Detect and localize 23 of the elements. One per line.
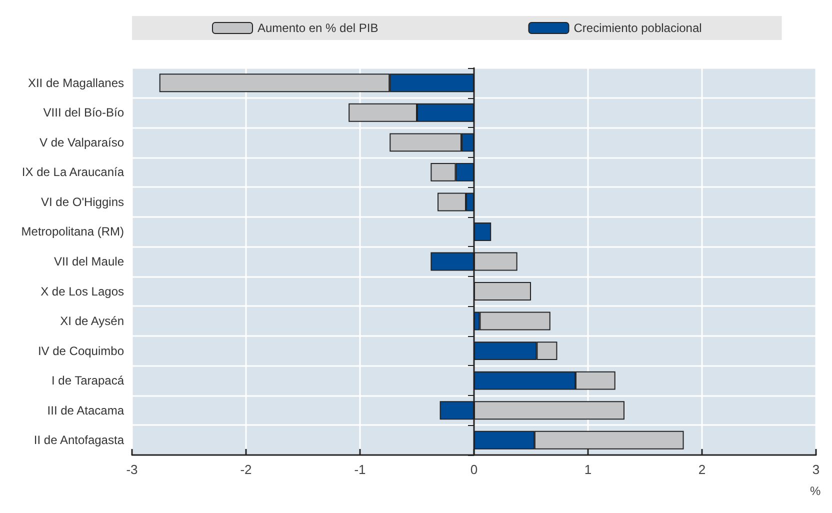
x-tick-label: -1 bbox=[354, 462, 366, 477]
y-tick-label: VIII del Bío-Bío bbox=[43, 106, 124, 120]
x-tick-label: -2 bbox=[240, 462, 252, 477]
y-tick-label: IV de Coquimbo bbox=[38, 344, 124, 358]
y-tick-label: VI de O'Higgins bbox=[41, 194, 124, 209]
legend-label: Crecimiento poblacional bbox=[574, 21, 702, 35]
y-tick-label: II de Antofagasta bbox=[34, 433, 124, 448]
y-tick-label: IX de La Araucanía bbox=[22, 165, 124, 180]
x-axis-title: % bbox=[810, 484, 821, 498]
x-tick-label: 0 bbox=[470, 462, 478, 477]
y-tick-label: III de Atacama bbox=[47, 403, 124, 418]
x-tick-label: 2 bbox=[698, 462, 706, 477]
x-tick-label: 1 bbox=[584, 462, 592, 477]
y-tick-label: VII del Maule bbox=[54, 254, 124, 268]
y-tick-label: X de Los Lagos bbox=[40, 284, 124, 298]
y-tick-label: V de Valparaíso bbox=[40, 135, 124, 150]
y-tick-label: Metropolitana (RM) bbox=[21, 224, 124, 239]
y-tick-label: XII de Magallanes bbox=[28, 76, 124, 90]
legend-label: Aumento en % del PIB bbox=[258, 21, 378, 35]
x-tick-label: -3 bbox=[126, 462, 138, 477]
y-tick-label: XI de Aysén bbox=[60, 314, 124, 328]
y-tick-label: I de Tarapacá bbox=[52, 374, 124, 388]
x-tick-label: 3 bbox=[812, 462, 820, 477]
